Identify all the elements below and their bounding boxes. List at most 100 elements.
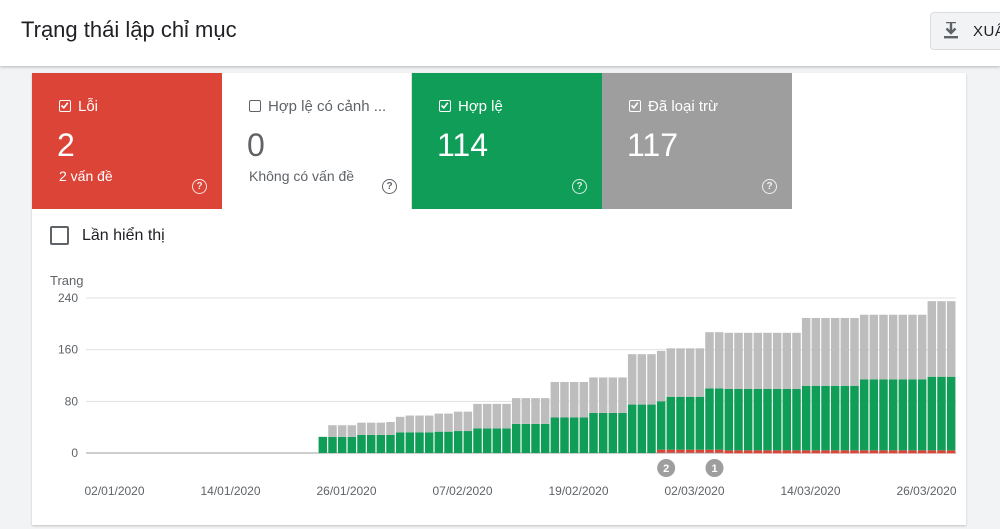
bar-valid [386,434,395,453]
bar-excluded [347,425,357,437]
bar-error [859,450,869,454]
bar-valid [328,436,337,453]
export-button[interactable]: XUẤ [930,12,1000,50]
tile-label: Đã loại trừ [648,98,719,115]
bar-error [946,450,956,454]
checkbox-excluded[interactable] [629,100,641,112]
index-status-card: Lỗi 2 2 vấn đề ? Hợp lệ có cảnh ... 0 Kh… [32,73,966,525]
bar-excluded [917,314,927,380]
bar-valid [463,431,473,453]
bar-excluded [434,413,444,432]
bar-error [830,450,840,454]
help-icon[interactable]: ? [572,179,587,194]
help-icon[interactable]: ? [192,179,207,194]
bar-valid [772,389,782,451]
bar-excluded [714,332,724,389]
checkbox-error[interactable] [59,100,71,112]
bar-valid [840,385,850,451]
bar-valid [763,389,772,451]
bar-valid [376,434,386,453]
tile-value: 2 [57,127,75,163]
bar-excluded [772,332,782,389]
bar-valid [879,379,888,451]
bar-valid [734,389,743,451]
bar-excluded [424,415,434,433]
bar-error [666,449,676,453]
annotation-label: 1 [711,463,717,475]
bar-valid [946,376,956,451]
bar-valid [685,396,695,450]
bar-valid [415,432,424,453]
bar-excluded [521,398,531,424]
bar-excluded [811,317,821,386]
bar-valid [656,401,666,450]
bar-error [869,450,879,454]
bar-excluded [482,403,492,429]
tile-valid[interactable]: Hợp lệ 114 ? [412,73,602,209]
bar-excluded [898,314,908,380]
bar-valid [444,431,453,453]
checkbox-warning[interactable] [249,100,261,112]
checkbox-valid[interactable] [439,100,451,112]
bar-valid [395,432,405,453]
index-status-chart: Trang 0 80 160 240 02/01/2020 14/01/2020 26/01/… [50,273,957,498]
bar-error [927,450,937,454]
bar-error [879,450,888,454]
bar-valid [908,379,917,451]
bar-valid [792,389,801,451]
bar-excluded [927,301,937,377]
bar-excluded [376,422,386,435]
top-bar: Trạng thái lập chỉ mục XUẤ [0,0,1000,66]
tile-error[interactable]: Lỗi 2 2 vấn đề ? [32,73,222,209]
bar-excluded [589,377,598,413]
impressions-checkbox[interactable] [50,226,69,245]
bar-valid [869,379,879,451]
bar-error [792,450,801,454]
bar-valid [434,431,444,453]
bar-excluded [647,354,656,405]
bar-valid [521,423,531,453]
tile-value: 114 [437,127,489,163]
bar-valid [927,376,937,451]
tile-warning[interactable]: Hợp lệ có cảnh ... 0 Không có vấn đề ? [222,73,412,209]
bar-valid [357,434,366,453]
bar-excluded [656,350,666,402]
y-tick-label: 80 [65,394,79,408]
bar-valid [705,388,714,450]
bar-excluded [840,317,850,386]
bar-excluded [792,332,801,389]
help-icon[interactable]: ? [382,179,397,194]
bar-error [821,450,830,454]
bar-excluded [405,415,415,433]
bar-valid [598,412,608,453]
bar-valid [347,436,357,453]
bar-excluded [569,381,579,418]
tile-label: Lỗi [78,98,99,115]
bar-excluded [531,398,540,424]
bar-excluded [337,425,347,437]
tile-label: Hợp lệ có cảnh ... [268,98,387,115]
tile-excluded[interactable]: Đã loại trừ 117 ? [602,73,792,209]
bar-excluded [695,348,705,397]
bar-excluded [618,377,627,413]
bar-error [917,450,927,454]
bar-error [888,450,898,454]
bar-error [772,450,782,454]
bar-excluded [328,425,337,437]
bar-error [753,450,763,454]
bar-error [714,449,724,453]
bar-excluded [540,398,550,424]
bar-excluded [743,332,753,389]
bar-error [811,450,821,454]
bar-error [763,450,772,454]
impressions-label: Lần hiển thị [82,227,165,244]
y-axis-label: Trang [50,273,83,288]
tile-value: 117 [627,127,679,163]
bar-valid [618,412,627,453]
bar-valid [569,417,579,453]
bar-excluded [395,416,405,433]
bar-valid [502,428,511,453]
x-tick-label: 02/03/2020 [664,484,724,498]
help-icon[interactable]: ? [762,179,777,194]
bar-excluded [908,314,917,380]
